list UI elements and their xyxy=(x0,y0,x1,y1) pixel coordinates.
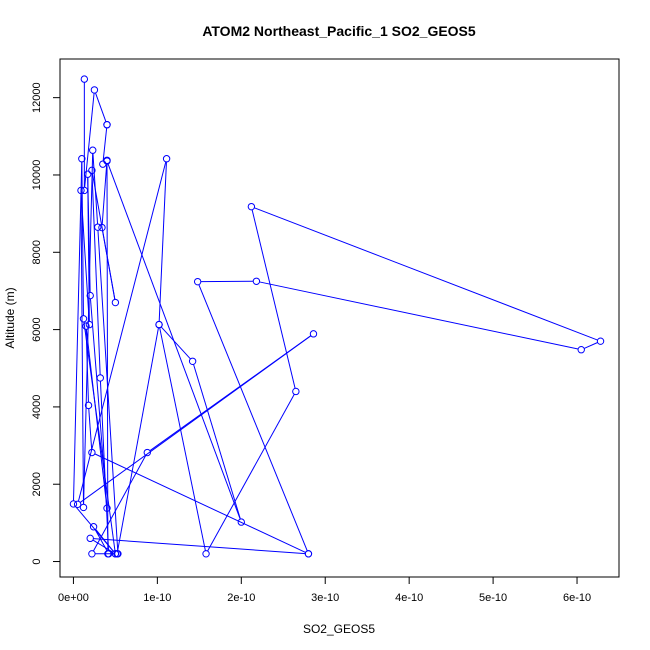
series-segment xyxy=(254,207,598,341)
data-point xyxy=(104,550,112,558)
series-segment xyxy=(583,342,598,349)
y-tick-label: 2000 xyxy=(31,472,43,496)
series-lines xyxy=(73,82,598,555)
chart-title: ATOM2 Northeast_Pacific_1 SO2_GEOS5 xyxy=(202,23,476,39)
data-point xyxy=(88,166,96,175)
data-point xyxy=(193,277,202,286)
series-segment xyxy=(89,298,108,506)
y-tick-label: 4000 xyxy=(31,395,43,419)
data-point xyxy=(73,500,82,509)
series-segment xyxy=(80,193,90,322)
series-segment xyxy=(93,538,306,555)
data-point xyxy=(86,291,94,300)
x-tick-label: 2e-10 xyxy=(227,592,255,604)
data-point xyxy=(577,345,585,354)
data-point xyxy=(309,330,318,338)
data-point xyxy=(94,223,102,231)
series-segment xyxy=(106,164,109,551)
x-tick-label: 5e-10 xyxy=(479,592,507,604)
data-point xyxy=(143,448,151,457)
series-segment xyxy=(92,153,99,224)
data-point xyxy=(78,155,86,163)
plot-frame xyxy=(59,58,620,578)
x-tick-label: 1e-10 xyxy=(143,592,171,604)
data-point xyxy=(89,523,98,531)
series-segment xyxy=(117,327,159,551)
data-point xyxy=(98,223,106,232)
series-segment xyxy=(77,161,167,502)
y-tick-label: 0 xyxy=(31,558,43,564)
series-segment xyxy=(83,321,116,551)
data-point xyxy=(252,277,261,285)
series-points xyxy=(69,75,605,558)
series-segment xyxy=(85,329,108,506)
series-segment xyxy=(75,506,114,552)
data-point xyxy=(88,550,96,558)
data-point xyxy=(247,202,256,211)
data-point xyxy=(162,155,171,163)
series-segment xyxy=(101,163,108,225)
data-point xyxy=(69,500,78,508)
y-axis-label: Altitude (m) xyxy=(3,287,17,348)
data-point xyxy=(237,518,245,526)
series-segment xyxy=(80,193,84,505)
data-point xyxy=(96,374,104,382)
data-point xyxy=(79,315,88,323)
series-segment xyxy=(160,326,191,360)
series-segment xyxy=(88,408,93,450)
data-point xyxy=(84,401,93,410)
data-point xyxy=(90,86,99,94)
x-tick-label: 4e-10 xyxy=(395,592,423,604)
data-point xyxy=(188,357,197,365)
series-segment xyxy=(92,455,147,552)
data-point xyxy=(103,121,111,129)
x-axis: 0e+00 1e-10 2e-10 3e-10 4e-10 5e-10 6e-10 xyxy=(58,576,591,604)
series-segment xyxy=(73,161,83,501)
data-point xyxy=(79,503,88,512)
series-segment xyxy=(92,539,113,553)
data-point xyxy=(103,504,111,512)
data-point xyxy=(304,550,313,558)
data-point xyxy=(83,170,92,178)
y-axis: 0 2000 4000 6000 8000 10000 12000 xyxy=(31,82,61,565)
series-segment xyxy=(79,335,312,503)
data-point xyxy=(596,337,605,345)
series-segment xyxy=(259,281,579,350)
series-segment xyxy=(91,173,101,375)
data-point xyxy=(111,298,120,307)
data-point xyxy=(292,387,300,396)
series-segment xyxy=(102,127,108,162)
series-segment xyxy=(198,284,308,552)
x-tick-label: 0e+00 xyxy=(58,592,89,604)
data-point xyxy=(155,320,163,329)
series-segment xyxy=(94,453,306,553)
series-segment xyxy=(207,394,295,552)
y-tick-label: 8000 xyxy=(31,240,43,264)
series-segment xyxy=(159,327,206,551)
data-point xyxy=(80,186,89,195)
data-point xyxy=(85,320,94,329)
y-tick-label: 12000 xyxy=(31,82,43,113)
data-point xyxy=(80,75,89,83)
series-segment xyxy=(251,209,296,389)
series-segment xyxy=(91,173,116,300)
y-tick-label: 6000 xyxy=(31,317,43,341)
data-point xyxy=(113,550,121,558)
y-tick-label: 10000 xyxy=(31,160,43,191)
x-tick-label: 6e-10 xyxy=(563,592,591,604)
series-segment xyxy=(158,161,167,322)
series-segment xyxy=(193,364,241,520)
data-point xyxy=(82,322,90,330)
data-point xyxy=(77,186,85,195)
data-point xyxy=(103,157,111,165)
data-point xyxy=(88,448,96,457)
data-point xyxy=(202,550,210,558)
data-point xyxy=(89,146,97,154)
data-point xyxy=(86,534,94,543)
x-axis-label: SO2_GEOS5 xyxy=(303,622,375,636)
series-segment xyxy=(95,92,107,122)
x-tick-label: 3e-10 xyxy=(311,592,339,604)
